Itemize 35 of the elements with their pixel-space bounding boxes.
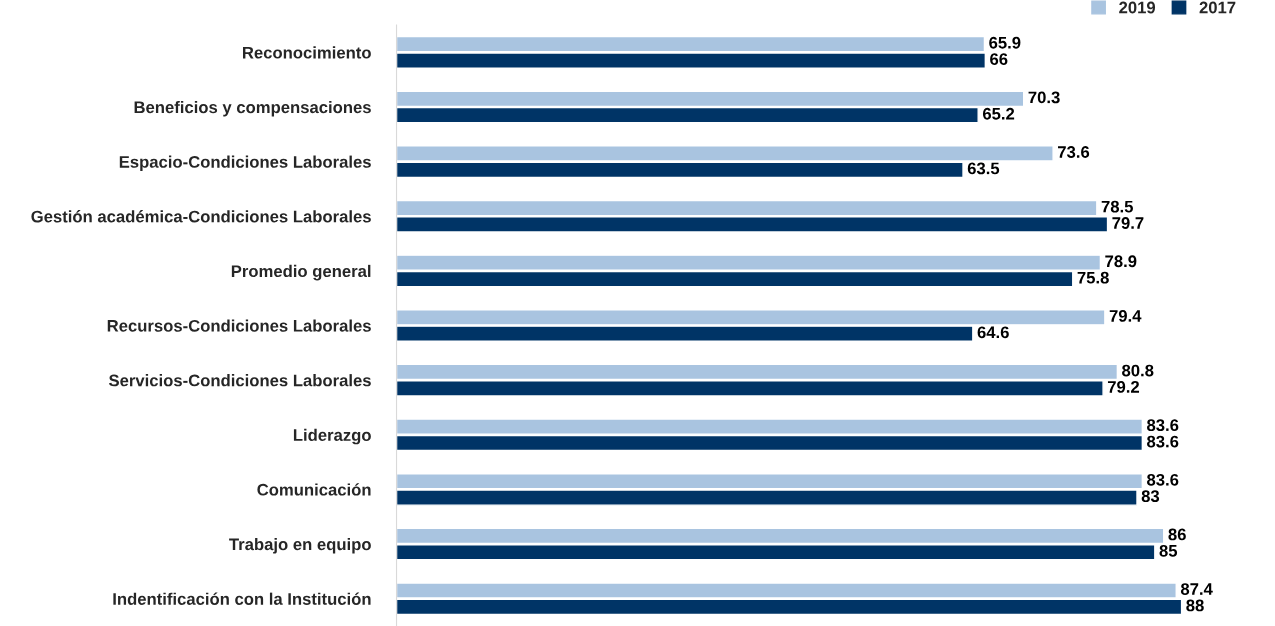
legend-label: 2017 (1199, 1, 1236, 14)
data-label: 73.6 (1058, 146, 1090, 158)
y-tick-label: Reconocimiento (243, 46, 371, 59)
y-tick-label: Comunicación (257, 483, 371, 496)
data-label: 78.9 (1105, 255, 1137, 268)
data-label: 83.6 (1147, 419, 1179, 432)
data-label: 64.6 (977, 326, 1009, 339)
y-tick-label: Servicios-Condiciones Laborales (108, 374, 371, 387)
y-tick-label: Recursos-Condiciones Laborales (107, 319, 371, 332)
data-label: 83.6 (1147, 435, 1179, 448)
legend-label: 2019 (1119, 1, 1156, 14)
data-label: 70.3 (1028, 91, 1060, 104)
data-label: 65.9 (989, 36, 1021, 49)
data-label: 75.8 (1077, 271, 1109, 284)
data-label: 79.7 (1112, 217, 1144, 229)
data-label: 87.4 (1180, 583, 1213, 595)
data-label: 79.4 (1109, 310, 1142, 322)
y-tick-label: Liderazgo (293, 428, 371, 445)
data-label: 65.2 (982, 107, 1015, 120)
data-label: 78.5 (1101, 200, 1133, 213)
data-label: 66 (990, 53, 1008, 66)
data-label: 80.8 (1122, 364, 1154, 377)
data-label: 63.5 (967, 162, 1000, 175)
data-label: 86 (1168, 528, 1186, 541)
data-label: 85 (1159, 544, 1178, 557)
y-tick-label: Indentificación con la Institución (113, 592, 371, 605)
y-tick-label: Beneficios y compensaciones (134, 100, 371, 117)
y-tick-label: Gestión académica-Condiciones Laborales (31, 210, 371, 223)
y-tick-label: Espacio-Condiciones Laborales (119, 155, 371, 172)
data-label: 83 (1141, 490, 1160, 503)
y-tick-label: Promedio general (231, 264, 371, 281)
data-label: 88 (1186, 599, 1204, 612)
data-label: 83.6 (1147, 473, 1179, 486)
data-label: 79.2 (1107, 381, 1140, 393)
y-tick-label: Trabajo en equipo (229, 538, 371, 554)
